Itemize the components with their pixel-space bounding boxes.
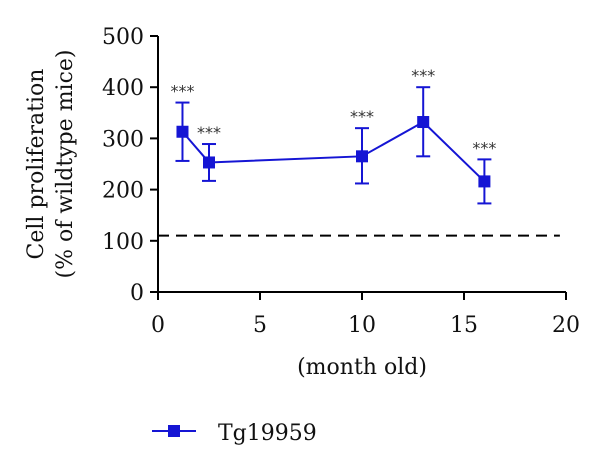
significance-label-1: ***	[197, 123, 221, 142]
y-tick-label-0: 0	[130, 281, 144, 306]
y-tick-label-200: 200	[102, 179, 144, 204]
series-group	[175, 86, 492, 205]
y-axis-label-line2: (% of wildtype mice)	[53, 49, 78, 278]
x-tick-label-0: 0	[151, 313, 165, 338]
x-axis-label: (month old)	[297, 355, 427, 380]
data-point-3	[417, 116, 430, 129]
data-point-0	[176, 125, 189, 138]
legend-label-tg19959: Tg19959	[218, 421, 317, 446]
y-tick-label-500: 500	[102, 25, 144, 50]
y-axis-label-line1: Cell proliferation	[24, 69, 49, 260]
significance-label-0: ***	[170, 82, 194, 101]
y-tick-label-400: 400	[102, 76, 144, 101]
legend-marker	[168, 425, 180, 437]
significance-label-2: ***	[350, 107, 374, 126]
annotations-group: *** *** *** *** ***	[170, 66, 496, 157]
data-point-1	[203, 156, 215, 169]
significance-label-3: ***	[411, 66, 435, 85]
x-tick-label-20: 20	[552, 313, 580, 338]
x-tick-label-5: 5	[253, 313, 267, 338]
series-line-0	[181, 120, 486, 183]
data-point-2	[356, 150, 368, 163]
data-point-4	[478, 175, 491, 188]
x-tick-label-10: 10	[348, 313, 376, 338]
significance-label-4: ***	[472, 138, 496, 157]
y-tick-label-100: 100	[102, 230, 144, 255]
legend: Tg19959	[152, 421, 317, 446]
x-tick-label-15: 15	[450, 313, 478, 338]
ticks: 0 100 200 300 400 500 0 5 10 15 20	[102, 25, 580, 338]
y-tick-label-300: 300	[102, 127, 144, 152]
